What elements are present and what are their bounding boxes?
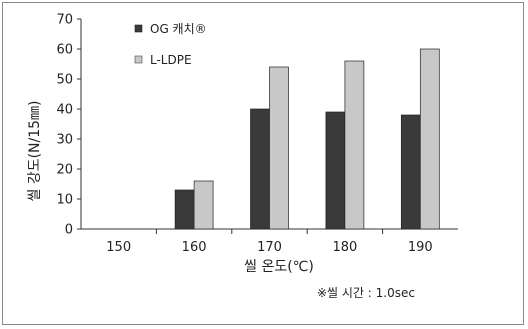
x-tick-label: 170 [257, 240, 282, 255]
y-tick-label: 70 [56, 13, 73, 28]
y-axis-ticks: 0 10 20 30 40 50 60 70 [56, 13, 81, 238]
legend: OG 캐치® L-LDPE [134, 22, 207, 67]
bar-og-catch-180 [325, 111, 346, 230]
x-axis-ticks: 150 160 170 180 190 [106, 229, 433, 255]
bar-og-catch-190 [400, 114, 421, 230]
y-axis-title: 씰 강도(N/15㎜) [27, 100, 43, 201]
bar-og-catch-170 [250, 108, 270, 230]
x-tick-label: 150 [106, 240, 131, 255]
y-tick-label: 20 [56, 163, 73, 178]
bar-lldpe-160 [193, 180, 214, 230]
bar-og-catch-160 [174, 189, 195, 230]
x-tick-label: 190 [408, 240, 433, 255]
x-tick-label: 160 [182, 240, 207, 255]
y-tick-label: 0 [65, 223, 73, 238]
bar-lldpe-180 [344, 60, 365, 230]
x-tick-label: 180 [332, 240, 357, 255]
y-tick-label: 40 [56, 103, 73, 118]
legend-label-lldpe: L-LDPE [150, 53, 192, 67]
y-tick-label: 30 [56, 133, 73, 148]
bar-chart: 0 10 20 30 40 50 60 70 150 160 170 180 190 씰 강도(N/1… [27, 13, 458, 300]
legend-swatch-og [134, 24, 143, 33]
y-tick-label: 10 [56, 193, 73, 208]
legend-label-og: OG 캐치® [150, 22, 207, 36]
bar-lldpe-190 [419, 48, 440, 230]
legend-swatch-lldpe [134, 55, 143, 64]
y-tick-label: 60 [56, 43, 73, 58]
footnote: ※씰 시간 : 1.0sec [317, 286, 415, 300]
bar-series [174, 48, 440, 230]
bar-lldpe-170 [269, 66, 289, 230]
y-tick-label: 50 [56, 73, 73, 88]
x-axis-title: 씰 온도(℃) [244, 259, 314, 275]
chart-frame: 0 10 20 30 40 50 60 70 150 160 170 180 190 씰 강도(N/1… [2, 2, 524, 325]
